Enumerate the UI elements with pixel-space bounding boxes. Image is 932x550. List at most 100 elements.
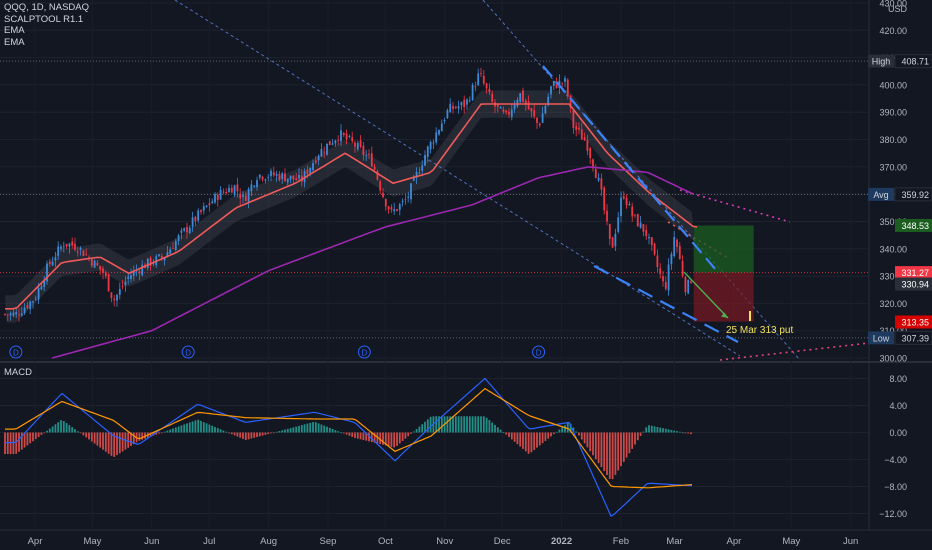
macd-histogram-bar — [104, 432, 107, 452]
candle-body — [309, 167, 312, 174]
macd-histogram-bar — [446, 416, 449, 433]
indicator-ema-fast-label[interactable]: EMA — [4, 25, 25, 36]
macd-histogram-bar — [382, 432, 384, 445]
candle-body — [452, 105, 454, 109]
macd-histogram-bar — [163, 431, 166, 433]
macd-histogram-bar — [270, 432, 272, 434]
candle-body — [222, 191, 225, 193]
macd-histogram-bar — [407, 432, 410, 437]
macd-histogram-bar — [15, 432, 18, 454]
candle-body — [107, 274, 110, 292]
macd-histogram-bar — [275, 431, 278, 433]
candle-body — [412, 176, 415, 181]
macd-histogram-bar — [645, 427, 648, 433]
price-badge-bg — [895, 266, 932, 280]
macd-histogram-bar — [337, 431, 340, 433]
macd-histogram-bar — [600, 432, 603, 468]
candle-body — [449, 103, 452, 113]
candle-body — [186, 226, 188, 233]
time-tick-label: Oct — [378, 536, 393, 547]
macd-histogram-bar — [29, 432, 32, 444]
macd-histogram-bar — [281, 430, 284, 433]
macd-histogram-bar — [79, 432, 82, 434]
macd-tick-label: 4.00 — [889, 401, 907, 411]
macd-histogram-bar — [177, 426, 180, 433]
candle-body — [253, 185, 256, 187]
price-tick-label: 300.00 — [879, 354, 907, 364]
macd-histogram-bar — [410, 432, 412, 434]
macd-histogram-bar — [208, 424, 211, 433]
macd-histogram-bar — [485, 417, 488, 433]
currency-label: USD — [888, 4, 908, 14]
macd-histogram-bar — [130, 432, 132, 446]
time-tick-label: Jun — [144, 536, 159, 547]
candle-body — [482, 75, 485, 84]
candle-body — [681, 260, 684, 276]
dividend-marker-label: D — [536, 349, 542, 358]
time-tick-label: Sep — [320, 536, 337, 547]
candle-body — [18, 314, 20, 316]
candle-body — [82, 250, 85, 257]
macd-histogram-bar — [116, 432, 118, 456]
candle-body — [163, 257, 166, 261]
macd-histogram-bar — [639, 432, 642, 436]
macd-pane-title[interactable]: MACD — [4, 367, 32, 378]
ema-slow-projection-dotted — [679, 189, 791, 223]
candle-body — [611, 237, 614, 248]
macd-histogram-bar — [524, 432, 527, 452]
candle-body — [214, 193, 216, 203]
macd-histogram-bar — [480, 416, 482, 433]
candle-body — [85, 254, 88, 256]
candle-body — [295, 178, 298, 181]
candle-body — [191, 217, 194, 227]
candle-body — [359, 140, 362, 147]
candle-body — [23, 307, 26, 314]
macd-histogram-bar — [85, 432, 88, 438]
candle-body — [527, 101, 530, 110]
candle-body — [496, 104, 499, 107]
macd-histogram-bar — [124, 432, 127, 450]
candle-body — [261, 176, 264, 180]
candle-body — [264, 179, 267, 181]
macd-histogram-bar — [365, 432, 368, 441]
macd-histogram-bar — [306, 423, 309, 433]
macd-histogram-bar — [113, 432, 116, 457]
macd-histogram-bar — [636, 432, 639, 441]
macd-histogram-bar — [340, 432, 342, 434]
candle-body — [132, 270, 135, 276]
candle-body — [578, 127, 580, 130]
candle-body — [597, 177, 600, 181]
candle-body — [530, 108, 533, 112]
candle-body — [538, 123, 541, 126]
macd-histogram-bar — [317, 423, 320, 433]
macd-histogram-bar — [393, 432, 396, 448]
candle-body — [247, 189, 250, 202]
macd-tick-label: −8.00 — [884, 482, 907, 492]
macd-histogram-bar — [300, 425, 303, 433]
macd-histogram-bar — [197, 419, 200, 433]
candle-body — [443, 120, 446, 122]
indicator-ema-slow-label[interactable]: EMA — [4, 36, 25, 48]
candle-body — [228, 187, 230, 193]
macd-histogram-bar — [482, 416, 485, 433]
candle-body — [197, 210, 200, 221]
macd-histogram-bar — [390, 432, 393, 447]
candle-body — [233, 185, 236, 195]
macd-histogram-bar — [536, 432, 538, 448]
macd-histogram-bar — [566, 422, 569, 433]
candle-body — [684, 276, 687, 293]
macd-histogram-bar — [6, 432, 9, 455]
macd-histogram-bar — [188, 422, 191, 433]
candle-body — [29, 301, 32, 309]
price-tick-label: 340.00 — [879, 244, 907, 254]
macd-histogram-bar — [440, 416, 443, 433]
macd-histogram-bar — [625, 432, 628, 458]
macd-histogram-bar — [418, 426, 421, 433]
symbol-title[interactable]: QQQ, 1D, NASDAQ — [4, 2, 89, 13]
price-badge-tag-bg — [868, 54, 894, 68]
candle-body — [398, 204, 401, 210]
macd-histogram-bar — [620, 432, 622, 467]
candle-body — [365, 155, 368, 157]
indicator-scalptool-label[interactable]: SCALPTOOL R1.1 — [4, 13, 84, 25]
